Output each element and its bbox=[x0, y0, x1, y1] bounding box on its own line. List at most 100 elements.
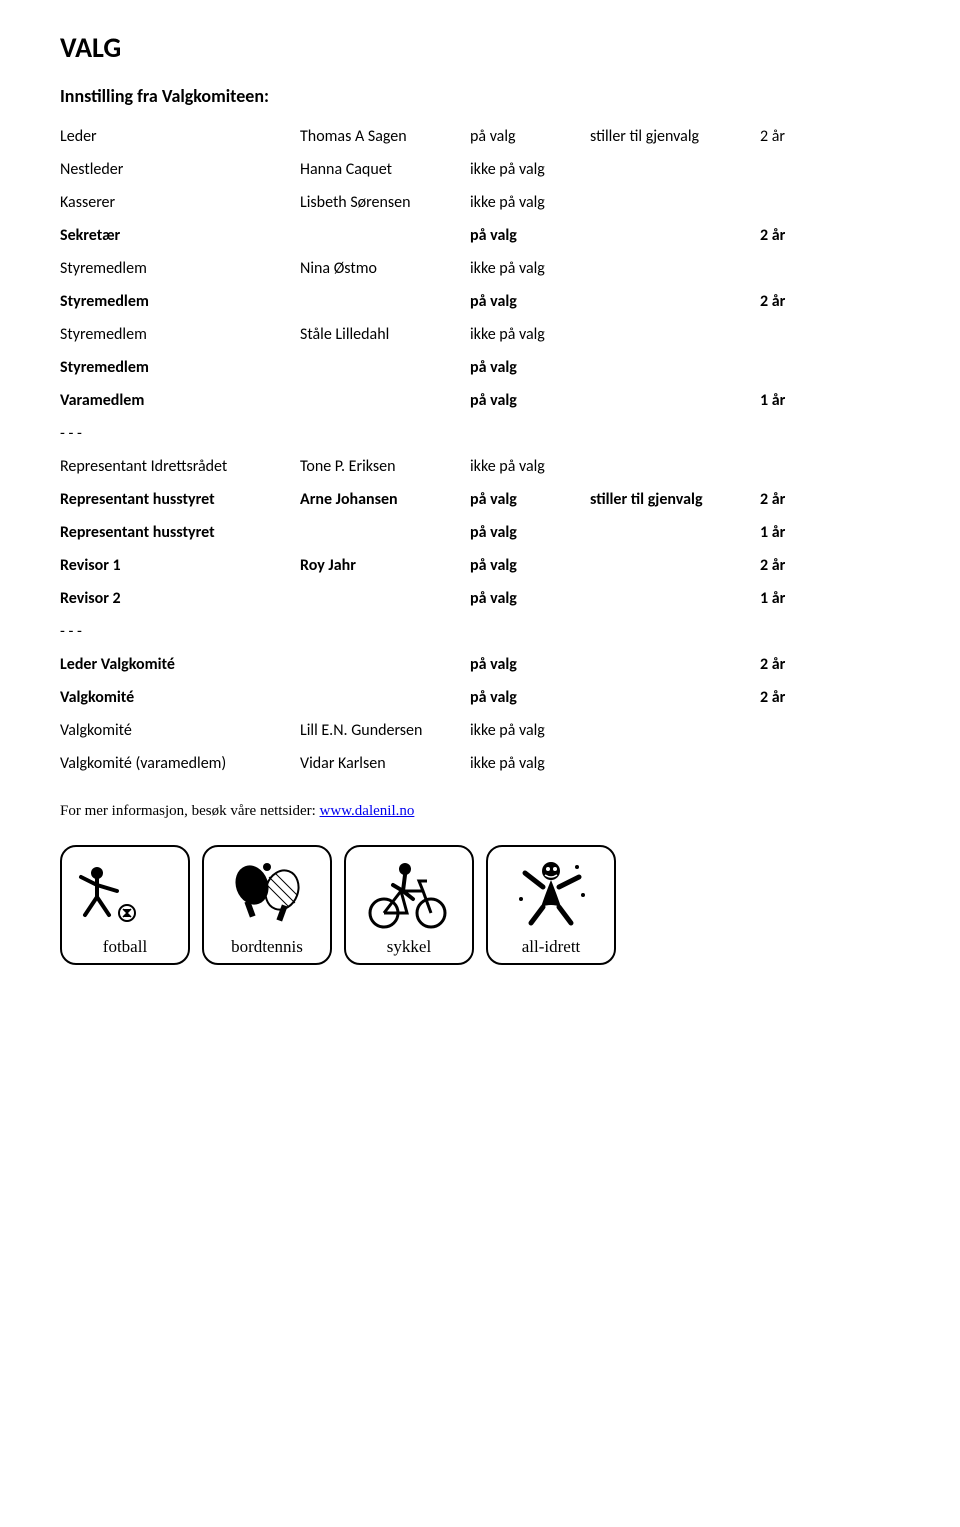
name-cell bbox=[300, 655, 470, 674]
role-cell: Nestleder bbox=[60, 160, 300, 179]
name-cell: Ståle Lilledahl bbox=[300, 325, 470, 344]
note-cell bbox=[590, 226, 760, 245]
name-cell: Hanna Caquet bbox=[300, 160, 470, 179]
table-row: Styremedlem på valg bbox=[60, 358, 900, 377]
name-cell: Lill E.N. Gundersen bbox=[300, 721, 470, 740]
role-cell: Representant husstyret bbox=[60, 523, 300, 542]
name-cell bbox=[300, 589, 470, 608]
table-row: Leder Valgkomité på valg 2 år bbox=[60, 655, 900, 674]
status-cell: ikke på valg bbox=[470, 721, 590, 740]
separator-1: - - - bbox=[60, 424, 900, 443]
years-cell bbox=[760, 259, 820, 278]
table-row: StyremedlemNina Østmoikke på valg bbox=[60, 259, 900, 278]
separator-2: - - - bbox=[60, 622, 900, 641]
icon-bordtennis: bordtennis bbox=[202, 845, 332, 965]
note-cell bbox=[590, 160, 760, 179]
role-cell: Styremedlem bbox=[60, 325, 300, 344]
note-cell bbox=[590, 655, 760, 674]
years-cell bbox=[760, 457, 820, 476]
role-cell: Leder Valgkomité bbox=[60, 655, 300, 674]
status-cell: på valg bbox=[470, 688, 590, 707]
table-row: Styremedlempå valg2 år bbox=[60, 292, 900, 311]
status-cell: på valg bbox=[470, 556, 590, 575]
name-cell: Arne Johansen bbox=[300, 490, 470, 509]
status-cell: ikke på valg bbox=[470, 325, 590, 344]
name-cell: Lisbeth Sørensen bbox=[300, 193, 470, 212]
status-cell: ikke på valg bbox=[470, 160, 590, 179]
table-row: StyremedlemStåle Lilledahlikke på valg bbox=[60, 325, 900, 344]
name-cell bbox=[300, 358, 470, 377]
status-cell: på valg bbox=[470, 523, 590, 542]
note-cell bbox=[590, 556, 760, 575]
status-cell: ikke på valg bbox=[470, 754, 590, 773]
name-cell bbox=[300, 523, 470, 542]
name-cell: Thomas A Sagen bbox=[300, 127, 470, 146]
years-cell bbox=[760, 160, 820, 179]
role-cell: Styremedlem bbox=[60, 259, 300, 278]
icon-label: fotball bbox=[103, 937, 147, 957]
table-row: Representant IdrettsrådetTone P. Eriksen… bbox=[60, 457, 900, 476]
table-row: Sekretærpå valg2 år bbox=[60, 226, 900, 245]
note-cell bbox=[590, 193, 760, 212]
status-cell: på valg bbox=[470, 127, 590, 146]
years-cell: 1 år bbox=[760, 391, 820, 410]
name-cell: Nina Østmo bbox=[300, 259, 470, 278]
status-cell: på valg bbox=[470, 490, 590, 509]
role-cell: Styremedlem bbox=[60, 358, 300, 377]
name-cell bbox=[300, 391, 470, 410]
table-row: Representant husstyretArne Johansenpå va… bbox=[60, 490, 900, 509]
icon-label: all-idrett bbox=[522, 937, 581, 957]
note-cell bbox=[590, 721, 760, 740]
table-row: Valgkomité (varamedlem)Vidar Karlsenikke… bbox=[60, 754, 900, 773]
name-cell: Vidar Karlsen bbox=[300, 754, 470, 773]
table-row: Revisor 1Roy Jahrpå valg2 år bbox=[60, 556, 900, 575]
icon-allidrett: all-idrett bbox=[486, 845, 616, 965]
page-title: VALG bbox=[60, 30, 900, 65]
table-row: Varamedlempå valg1 år bbox=[60, 391, 900, 410]
footer: For mer informasjon, besøk våre nettside… bbox=[60, 803, 900, 820]
icon-label: bordtennis bbox=[231, 937, 303, 957]
group-4: Leder Valgkomité på valg 2 år Valgkomité på … bbox=[60, 655, 900, 773]
group-3: Representant IdrettsrådetTone P. Eriksen… bbox=[60, 457, 900, 608]
years-cell: 2 år bbox=[760, 688, 820, 707]
role-cell: Valgkomité bbox=[60, 721, 300, 740]
note-cell bbox=[590, 754, 760, 773]
name-cell bbox=[300, 688, 470, 707]
years-cell: 2 år bbox=[760, 292, 820, 311]
role-cell: Styremedlem bbox=[60, 292, 300, 311]
years-cell: 2 år bbox=[760, 490, 820, 509]
name-cell bbox=[300, 226, 470, 245]
status-cell: på valg bbox=[470, 655, 590, 674]
note-cell: stiller til gjenvalg bbox=[590, 490, 760, 509]
note-cell bbox=[590, 523, 760, 542]
role-cell: Leder bbox=[60, 127, 300, 146]
status-cell: på valg bbox=[470, 358, 590, 377]
role-cell: Representant Idrettsrådet bbox=[60, 457, 300, 476]
role-cell: Representant husstyret bbox=[60, 490, 300, 509]
table-row: Representant husstyretpå valg1 år bbox=[60, 523, 900, 542]
table-row: NestlederHanna Caquetikke på valg bbox=[60, 160, 900, 179]
note-cell bbox=[590, 457, 760, 476]
years-cell bbox=[760, 325, 820, 344]
years-cell: 2 år bbox=[760, 655, 820, 674]
footer-text: For mer informasjon, besøk våre nettside… bbox=[60, 803, 320, 819]
years-cell: 1 år bbox=[760, 589, 820, 608]
years-cell: 2 år bbox=[760, 127, 820, 146]
status-cell: på valg bbox=[470, 391, 590, 410]
role-cell: Valgkomité bbox=[60, 688, 300, 707]
note-cell bbox=[590, 589, 760, 608]
footer-link[interactable]: www.dalenil.no bbox=[320, 803, 415, 819]
role-cell: Revisor 1 bbox=[60, 556, 300, 575]
years-cell bbox=[760, 721, 820, 740]
table-row: Revisor 2på valg1 år bbox=[60, 589, 900, 608]
years-cell: 2 år bbox=[760, 556, 820, 575]
page-subtitle: Innstilling fra Valgkomiteen: bbox=[60, 85, 900, 107]
icon-fotball: fotball bbox=[60, 845, 190, 965]
note-cell bbox=[590, 358, 760, 377]
status-cell: på valg bbox=[470, 226, 590, 245]
name-cell: Tone P. Eriksen bbox=[300, 457, 470, 476]
group-1: LederThomas A Sagenpå valgstiller til gj… bbox=[60, 127, 900, 377]
table-row: LederThomas A Sagenpå valgstiller til gj… bbox=[60, 127, 900, 146]
note-cell bbox=[590, 688, 760, 707]
status-cell: ikke på valg bbox=[470, 457, 590, 476]
